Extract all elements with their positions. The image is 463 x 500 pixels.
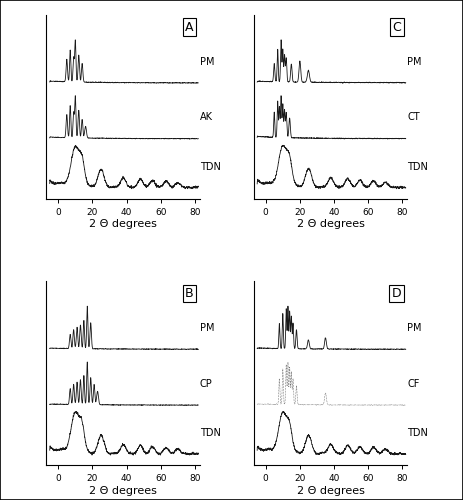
X-axis label: 2 Θ degrees: 2 Θ degrees <box>89 486 157 496</box>
Text: B: B <box>185 287 194 300</box>
Text: TDN: TDN <box>407 428 428 438</box>
Text: PM: PM <box>407 56 422 66</box>
Text: CF: CF <box>407 378 420 388</box>
Text: AK: AK <box>200 112 213 122</box>
Text: A: A <box>185 20 194 34</box>
Text: TDN: TDN <box>407 162 428 172</box>
X-axis label: 2 Θ degrees: 2 Θ degrees <box>89 220 157 230</box>
Text: TDN: TDN <box>200 428 221 438</box>
X-axis label: 2 Θ degrees: 2 Θ degrees <box>297 486 364 496</box>
Text: C: C <box>393 20 401 34</box>
Text: PM: PM <box>200 323 214 333</box>
Text: CP: CP <box>200 378 213 388</box>
X-axis label: 2 Θ degrees: 2 Θ degrees <box>297 220 364 230</box>
Text: PM: PM <box>407 323 422 333</box>
Text: TDN: TDN <box>200 162 221 172</box>
Text: CT: CT <box>407 112 420 122</box>
Text: PM: PM <box>200 56 214 66</box>
Text: D: D <box>392 287 401 300</box>
